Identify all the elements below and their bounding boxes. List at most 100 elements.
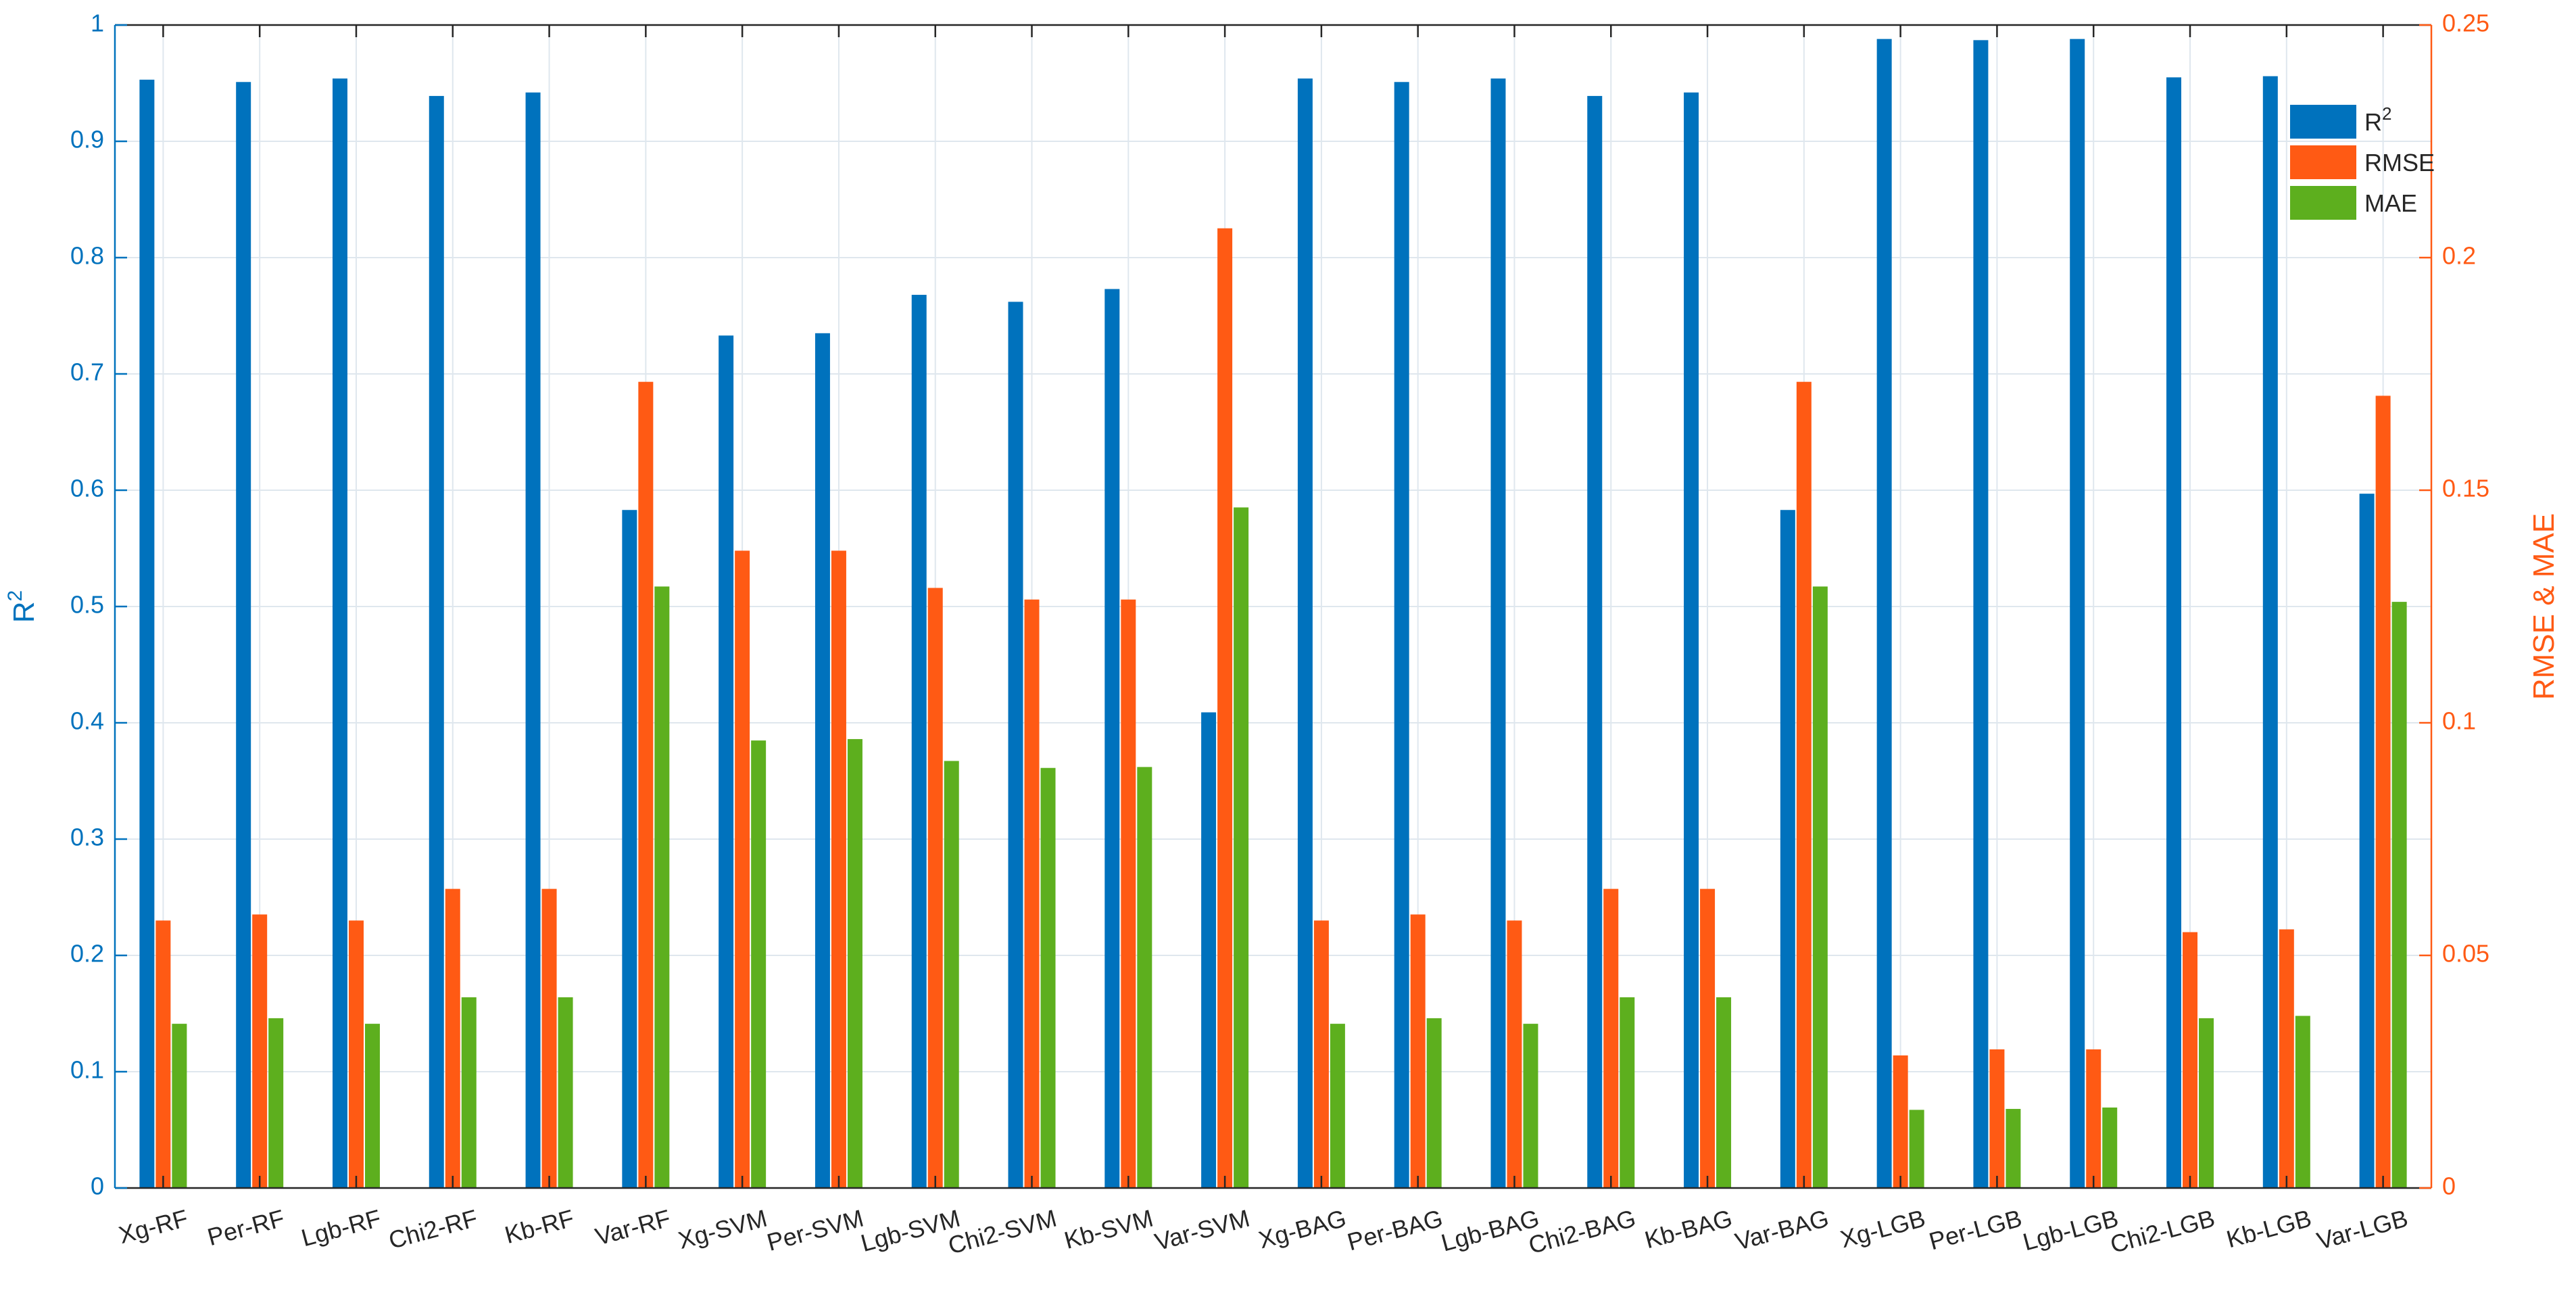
bar-r2-xg-lgb <box>1876 39 1892 1188</box>
bar-rmse-per-rf <box>252 914 268 1188</box>
legend: R2 RMSE MAE <box>2290 103 2435 220</box>
left-y-tick-label: 1 <box>91 9 104 37</box>
bar-r2-chi2-bag <box>1587 95 1603 1188</box>
bar-mae-chi2-svm <box>1040 767 1056 1188</box>
bar-r2-per-svm <box>815 333 830 1188</box>
bar-r2-kb-lgb <box>2262 76 2278 1188</box>
bar-rmse-per-svm <box>831 550 846 1188</box>
bar-rmse-kb-lgb <box>2279 929 2294 1188</box>
bar-mae-var-lgb <box>2391 602 2407 1188</box>
bar-r2-kb-svm <box>1104 289 1120 1189</box>
left-y-axis-label-main: R <box>7 601 41 623</box>
bar-rmse-var-svm <box>1217 228 1233 1188</box>
bar-mae-per-rf <box>268 1018 284 1188</box>
bar-mae-lgb-lgb <box>2102 1107 2118 1188</box>
bar-rmse-kb-svm <box>1121 599 1136 1188</box>
left-y-tick-label: 0.8 <box>70 242 104 270</box>
bar-mae-chi2-bag <box>1620 997 1635 1188</box>
bar-r2-lgb-bag <box>1490 78 1506 1189</box>
bar-r2-xg-bag <box>1297 78 1313 1189</box>
bar-mae-xg-lgb <box>1909 1110 1924 1188</box>
bar-rmse-var-lgb <box>2375 396 2391 1189</box>
bar-rmse-xg-lgb <box>1893 1055 1908 1188</box>
left-y-axis-label-sup: 2 <box>4 590 26 602</box>
bar-mae-var-svm <box>1234 507 1249 1188</box>
bar-r2-kb-rf <box>525 92 541 1188</box>
legend-label-main: MAE <box>2364 189 2417 217</box>
bar-mae-xg-rf <box>172 1024 187 1188</box>
legend-label-main: RMSE <box>2364 149 2435 176</box>
bar-rmse-lgb-bag <box>1507 920 1522 1188</box>
bar-r2-var-lgb <box>2359 494 2375 1189</box>
bar-rmse-xg-rf <box>155 920 171 1188</box>
bar-mae-lgb-rf <box>364 1024 380 1188</box>
bar-rmse-lgb-rf <box>348 920 364 1188</box>
left-y-tick-label: 0 <box>91 1172 104 1200</box>
bar-rmse-kb-bag <box>1700 888 1716 1188</box>
bar-mae-xg-svm <box>751 740 767 1188</box>
right-y-tick-label: 0.15 <box>2442 475 2489 502</box>
bar-r2-lgb-rf <box>332 78 347 1189</box>
legend-label: MAE <box>2364 189 2417 217</box>
bar-r2-xg-svm <box>719 335 734 1188</box>
right-y-tick-label: 0.1 <box>2442 707 2476 735</box>
left-y-tick-label: 0.4 <box>70 707 104 735</box>
bar-rmse-per-bag <box>1410 914 1426 1188</box>
right-y-tick-label: 0.2 <box>2442 242 2476 270</box>
bar-mae-var-bag <box>1812 586 1828 1188</box>
bar-r2-per-bag <box>1394 82 1409 1188</box>
bar-r2-var-rf <box>622 510 637 1188</box>
legend-label-main: R <box>2364 108 2382 136</box>
bar-mae-kb-lgb <box>2295 1016 2310 1188</box>
legend-swatch <box>2290 145 2356 179</box>
left-y-tick-label: 0.7 <box>70 358 104 386</box>
bar-r2-chi2-rf <box>429 95 444 1188</box>
bars <box>139 39 2407 1189</box>
left-y-tick-label: 0.5 <box>70 591 104 619</box>
bar-r2-xg-rf <box>139 79 155 1189</box>
right-y-axis-label: RMSE & MAE <box>2527 513 2560 700</box>
bar-rmse-lgb-svm <box>927 588 943 1188</box>
legend-label: R2 <box>2364 103 2391 136</box>
left-y-tick-label: 0.6 <box>70 475 104 502</box>
bar-r2-var-svm <box>1201 712 1217 1188</box>
right-y-tick-label: 0.25 <box>2442 9 2489 37</box>
bar-mae-lgb-svm <box>944 761 959 1188</box>
bar-rmse-per-lgb <box>1989 1049 2005 1188</box>
bar-r2-lgb-lgb <box>2070 39 2085 1188</box>
bar-rmse-xg-bag <box>1313 920 1329 1188</box>
left-y-tick-label: 0.2 <box>70 940 104 968</box>
legend-label: RMSE <box>2364 149 2435 176</box>
bar-mae-var-rf <box>654 586 670 1188</box>
bar-rmse-chi2-svm <box>1024 599 1040 1188</box>
legend-swatch <box>2290 105 2356 139</box>
bar-rmse-kb-rf <box>541 888 557 1188</box>
left-y-axis-label: R2 <box>4 590 41 623</box>
bar-mae-chi2-rf <box>461 997 477 1188</box>
bar-r2-kb-bag <box>1684 92 1699 1188</box>
left-y-tick-label: 0.3 <box>70 824 104 851</box>
bar-r2-var-bag <box>1780 510 1795 1188</box>
bar-mae-kb-rf <box>558 997 573 1188</box>
bar-mae-chi2-lgb <box>2199 1018 2214 1188</box>
bar-rmse-xg-svm <box>735 550 750 1188</box>
bar-rmse-chi2-lgb <box>2183 932 2198 1188</box>
bar-r2-per-lgb <box>1973 40 1989 1189</box>
bar-rmse-lgb-lgb <box>2086 1049 2101 1188</box>
bar-mae-xg-bag <box>1330 1024 1345 1188</box>
bar-mae-kb-bag <box>1716 997 1732 1188</box>
right-y-tick-label: 0 <box>2442 1172 2456 1200</box>
bar-rmse-var-bag <box>1796 381 1812 1188</box>
bar-mae-lgb-bag <box>1523 1024 1538 1188</box>
bar-mae-per-lgb <box>2006 1109 2021 1188</box>
bar-rmse-var-rf <box>638 381 654 1188</box>
bar-mae-per-bag <box>1426 1018 1442 1188</box>
right-y-tick-label: 0.05 <box>2442 940 2489 968</box>
bar-r2-lgb-svm <box>911 295 927 1188</box>
bar-r2-chi2-svm <box>1008 302 1023 1188</box>
legend-swatch <box>2290 186 2356 220</box>
bar-r2-per-rf <box>236 82 251 1188</box>
left-y-tick-label: 0.1 <box>70 1056 104 1084</box>
